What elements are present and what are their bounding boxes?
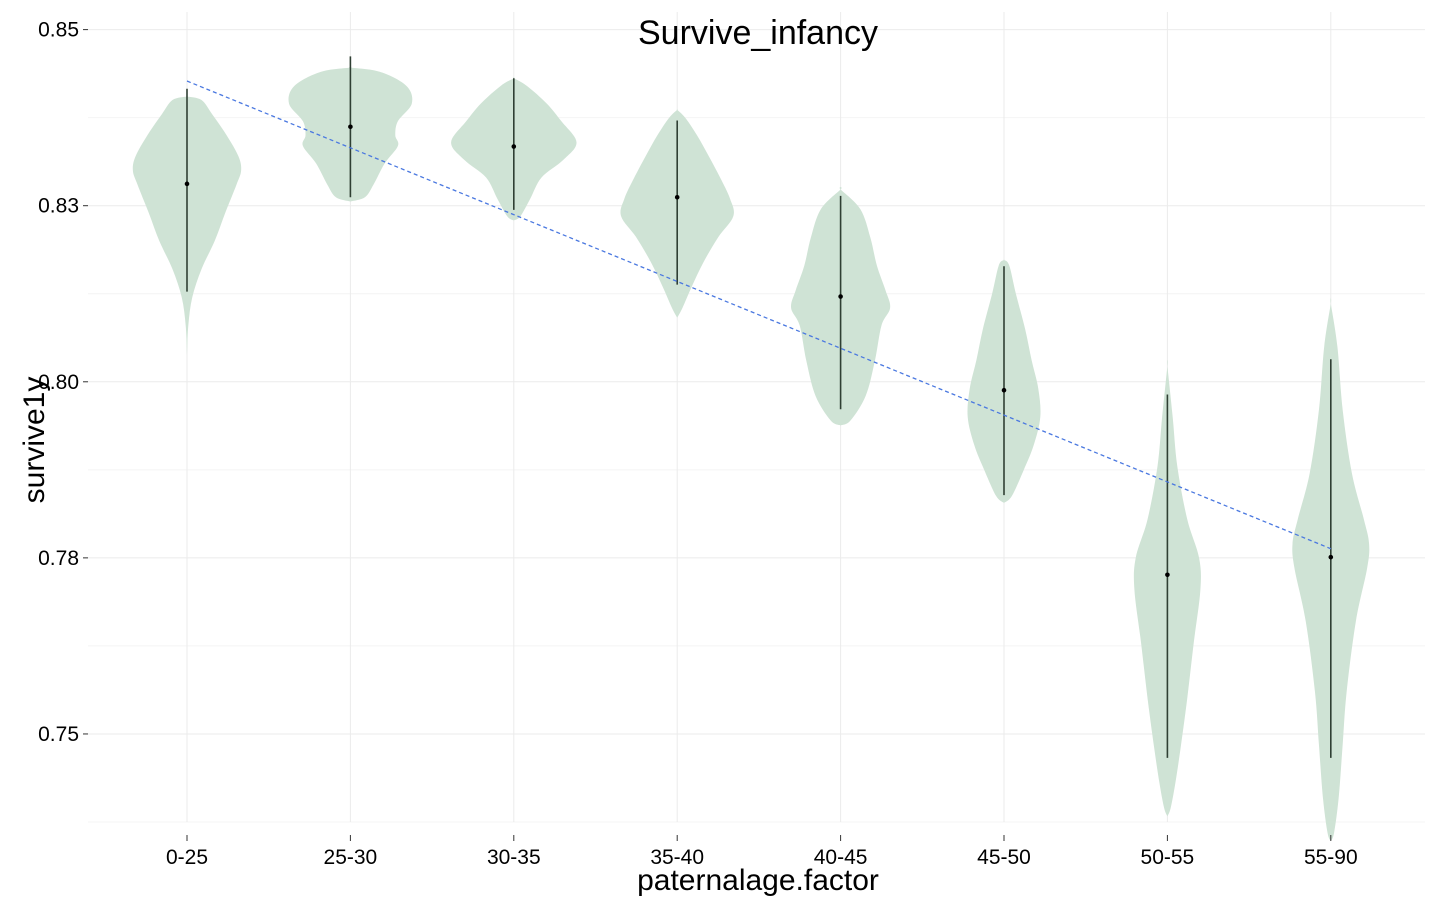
- x-tick-label: 0-25: [166, 846, 208, 869]
- median-point-55-90: [1328, 554, 1334, 560]
- median-point-35-40: [674, 194, 680, 200]
- x-tick-label: 30-35: [487, 846, 541, 869]
- y-tick-label: 0.83: [38, 195, 79, 218]
- x-axis: 0-25 25-30 30-35 35-40 40-45 45-50 50-55 55-90: [166, 835, 1358, 869]
- median-point-0-25: [184, 181, 190, 187]
- median-point-50-55: [1165, 572, 1170, 578]
- y-tick-label: 0.80: [38, 371, 79, 394]
- x-tick-label: 35-40: [650, 846, 704, 869]
- x-tick-label: 25-30: [324, 846, 378, 869]
- median-point-45-50: [1001, 387, 1007, 393]
- median-point-25-30: [348, 124, 353, 130]
- x-tick-label: 55-90: [1304, 846, 1358, 869]
- chart-title: Survive_infancy: [638, 14, 878, 52]
- violins: [132, 56, 1370, 842]
- trend-line: [186, 80, 1332, 550]
- x-tick-label: 40-45: [814, 846, 868, 869]
- y-tick-label: 0.78: [38, 547, 79, 570]
- x-axis-title: paternalage.factor: [637, 864, 879, 897]
- y-axis: 0.75 0.78 0.80 0.83 0.85: [38, 19, 88, 746]
- x-tick-label: 50-55: [1141, 846, 1195, 869]
- trend-line-group: [186, 80, 1332, 550]
- y-tick-label: 0.75: [38, 723, 79, 746]
- x-tick-label: 45-50: [977, 846, 1031, 869]
- y-axis-title: survive1y: [18, 377, 51, 504]
- median-point-40-45: [838, 294, 843, 299]
- median-point-30-35: [511, 144, 517, 149]
- grid: [88, 12, 1425, 823]
- y-tick-label: 0.85: [38, 19, 79, 42]
